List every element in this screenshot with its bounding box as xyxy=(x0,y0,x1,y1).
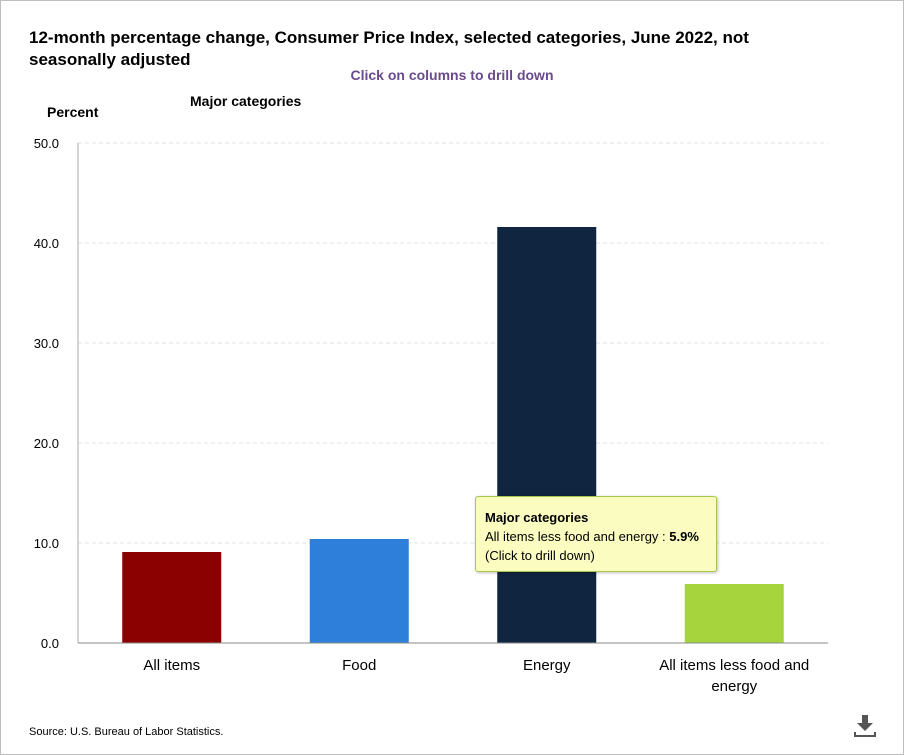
tooltip-line: All items less food and energy : 5.9% xyxy=(485,527,707,546)
y-tick-label: 10.0 xyxy=(34,536,59,551)
source-note: Source: U.S. Bureau of Labor Statistics. xyxy=(29,726,224,738)
chart-title: 12-month percentage change, Consumer Pri… xyxy=(29,28,749,69)
bar[interactable] xyxy=(122,552,222,643)
y-tick-label: 0.0 xyxy=(41,636,59,651)
tooltip-label: All items less food and energy : xyxy=(485,529,670,544)
download-icon[interactable] xyxy=(852,713,878,739)
y-axis-label: Percent xyxy=(47,104,99,120)
x-tick-label: Food xyxy=(342,657,376,674)
x-tick-label: All items xyxy=(143,657,200,674)
y-tick-label: 40.0 xyxy=(34,236,59,251)
tooltip-value: 5.9% xyxy=(669,529,699,544)
y-tick-label: 20.0 xyxy=(34,436,59,451)
bar-chart: 0.0 10.0 20.0 30.0 40.0 50.0 All items Food Ener… xyxy=(34,136,828,695)
chart-subtitle: Click on columns to drill down xyxy=(350,67,554,83)
x-tick-label: Energy xyxy=(523,657,571,674)
tooltip-hint: (Click to drill down) xyxy=(485,548,595,563)
bar[interactable] xyxy=(309,539,409,643)
bar[interactable] xyxy=(684,584,784,643)
bar[interactable] xyxy=(497,227,597,643)
y-tick-label: 30.0 xyxy=(34,336,59,351)
tooltip: Major categories All items less food and… xyxy=(475,496,717,572)
y-tick-label: 50.0 xyxy=(34,136,59,151)
x-tick-label: All items less food and xyxy=(659,657,809,674)
tooltip-title: Major categories xyxy=(485,510,589,525)
x-tick-label: energy xyxy=(711,678,757,695)
legend-label: Major categories xyxy=(190,93,302,109)
